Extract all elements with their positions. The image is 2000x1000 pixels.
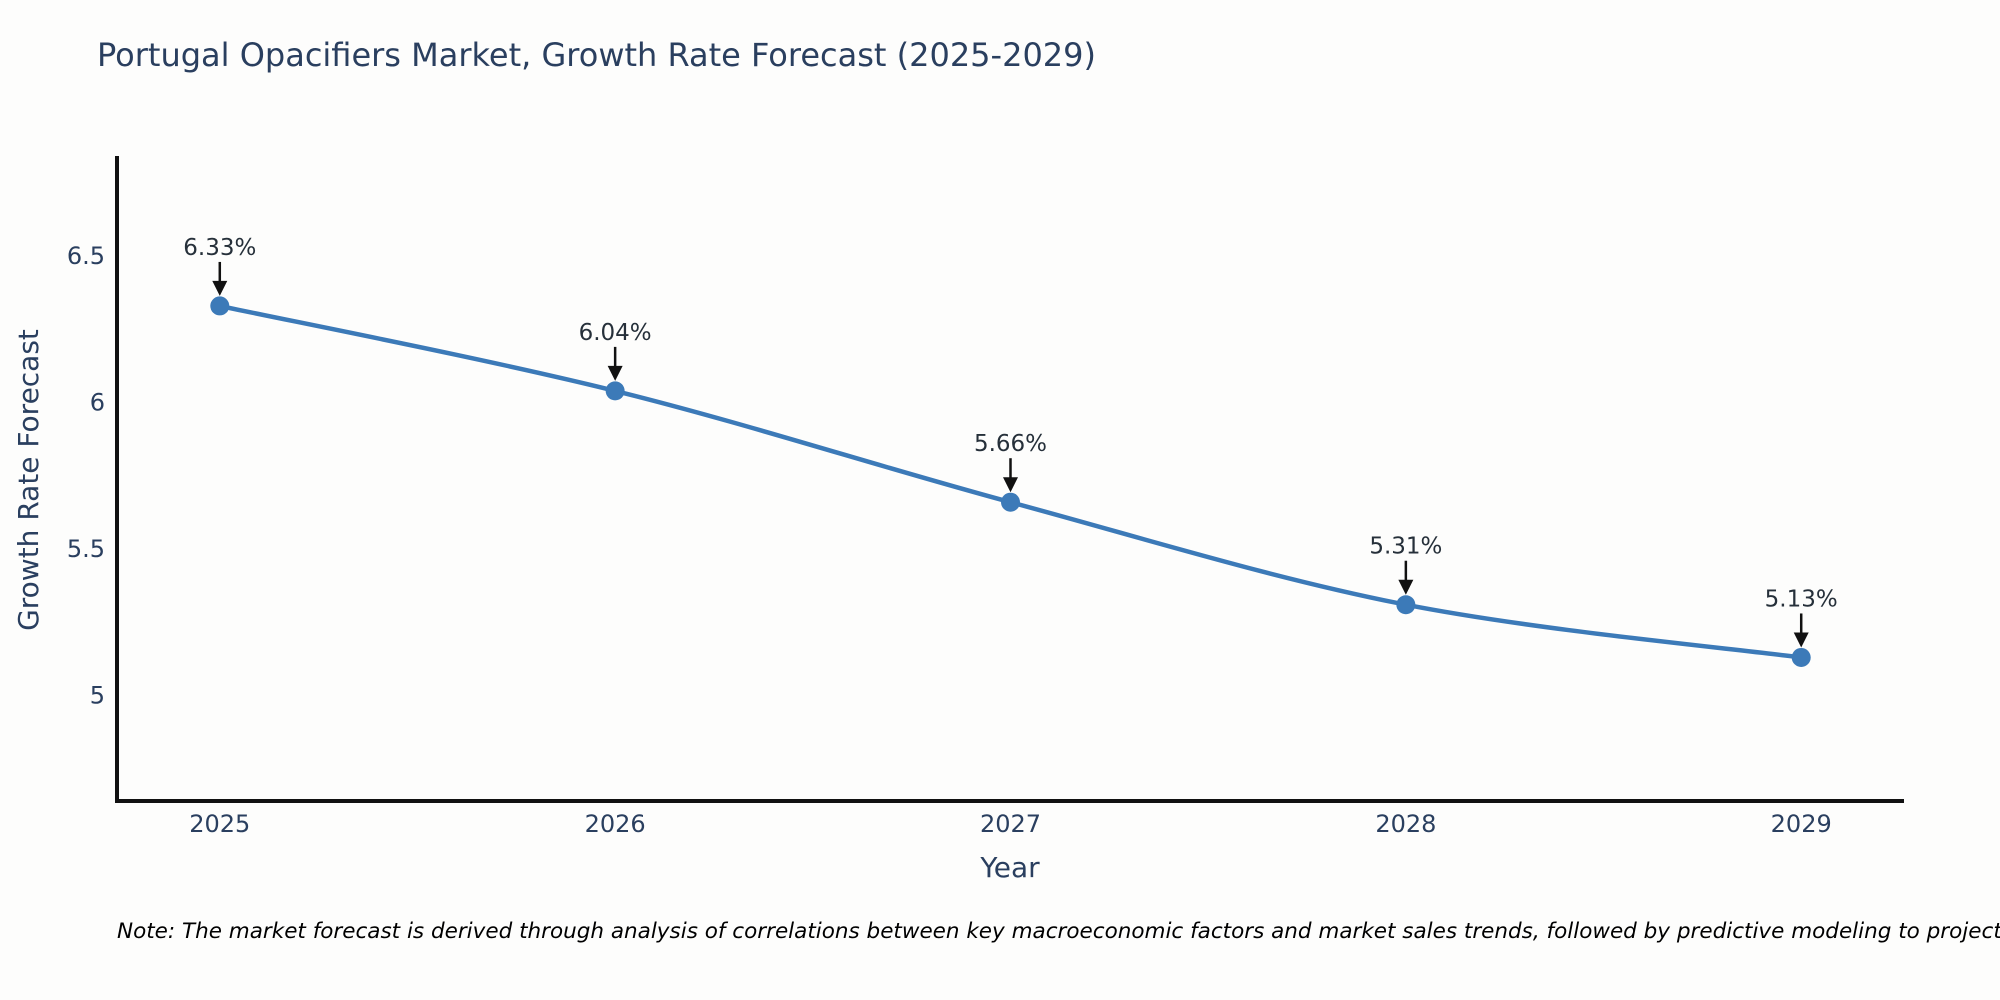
x-tick-label: 2025 [189,810,250,838]
data-point-marker[interactable] [1791,647,1811,667]
annotation-arrowhead-icon [1398,579,1414,595]
x-tick-label: 2026 [585,810,646,838]
y-tick-label: 6.5 [67,242,105,270]
y-axis-title: Growth Rate Forecast [12,329,45,631]
x-tick-label: 2027 [980,810,1041,838]
annotation-arrowhead-icon [1003,477,1018,493]
annotation-label: 5.13% [1765,586,1838,612]
data-point-markers [210,296,1811,667]
y-tick-label: 5 [90,682,105,710]
x-tick-label: 2029 [1771,810,1832,838]
annotation-label: 5.31% [1369,534,1442,560]
annotation-arrowhead-icon [607,365,623,381]
x-tick-label: 2028 [1375,810,1436,838]
chart-title: Portugal Opacifiers Market, Growth Rate … [97,36,1096,74]
annotation-label: 6.04% [579,320,652,346]
y-tick-label: 5.5 [67,535,105,563]
data-point-marker[interactable] [605,381,625,401]
y-tick-label: 6 [90,389,105,417]
data-point-annotations: 6.33% 6.04% 5.66% 5.31% 5.13% [183,235,1838,648]
chart-footnote: Note: The market forecast is derived thr… [117,919,2000,944]
annotation-arrowhead-icon [212,280,228,296]
y-axis-tick-labels: 5 5.5 6 6.5 [67,242,105,709]
x-axis-tick-labels: 2025 2026 2027 2028 2029 [189,810,1831,838]
annotation-label: 5.66% [974,431,1047,457]
annotation-arrowhead-icon [1793,632,1809,648]
data-point-marker[interactable] [1396,595,1416,615]
annotation-label: 6.33% [183,235,256,261]
data-point-marker[interactable] [1001,492,1020,512]
x-axis-title: Year [979,851,1040,884]
data-point-marker[interactable] [210,296,230,316]
